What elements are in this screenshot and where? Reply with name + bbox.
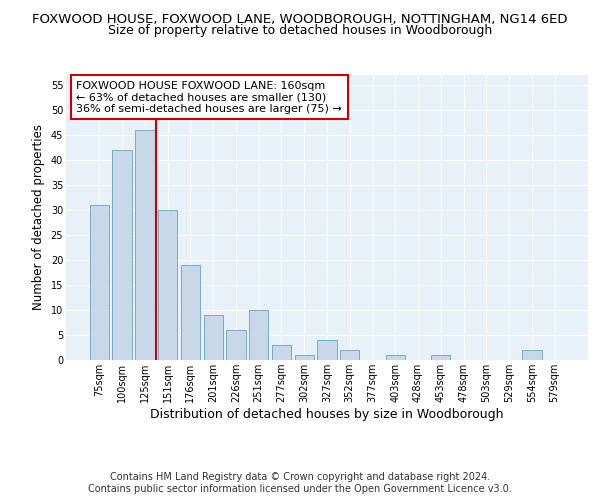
Bar	[90, 205, 109, 360]
Bar	[112, 150, 132, 360]
Bar	[386, 355, 405, 360]
Bar	[340, 350, 359, 360]
Bar	[226, 330, 245, 360]
Bar	[158, 210, 178, 360]
X-axis label: Distribution of detached houses by size in Woodborough: Distribution of detached houses by size …	[150, 408, 504, 421]
Bar	[295, 355, 314, 360]
Text: Contains HM Land Registry data © Crown copyright and database right 2024.: Contains HM Land Registry data © Crown c…	[110, 472, 490, 482]
Bar	[317, 340, 337, 360]
Y-axis label: Number of detached properties: Number of detached properties	[32, 124, 45, 310]
Bar	[249, 310, 268, 360]
Bar	[522, 350, 542, 360]
Bar	[431, 355, 451, 360]
Text: FOXWOOD HOUSE, FOXWOOD LANE, WOODBOROUGH, NOTTINGHAM, NG14 6ED: FOXWOOD HOUSE, FOXWOOD LANE, WOODBOROUGH…	[32, 12, 568, 26]
Bar	[135, 130, 155, 360]
Bar	[181, 265, 200, 360]
Text: Contains public sector information licensed under the Open Government Licence v3: Contains public sector information licen…	[88, 484, 512, 494]
Text: Size of property relative to detached houses in Woodborough: Size of property relative to detached ho…	[108, 24, 492, 37]
Bar	[203, 315, 223, 360]
Text: FOXWOOD HOUSE FOXWOOD LANE: 160sqm
← 63% of detached houses are smaller (130)
36: FOXWOOD HOUSE FOXWOOD LANE: 160sqm ← 63%…	[76, 80, 342, 114]
Bar	[272, 345, 291, 360]
